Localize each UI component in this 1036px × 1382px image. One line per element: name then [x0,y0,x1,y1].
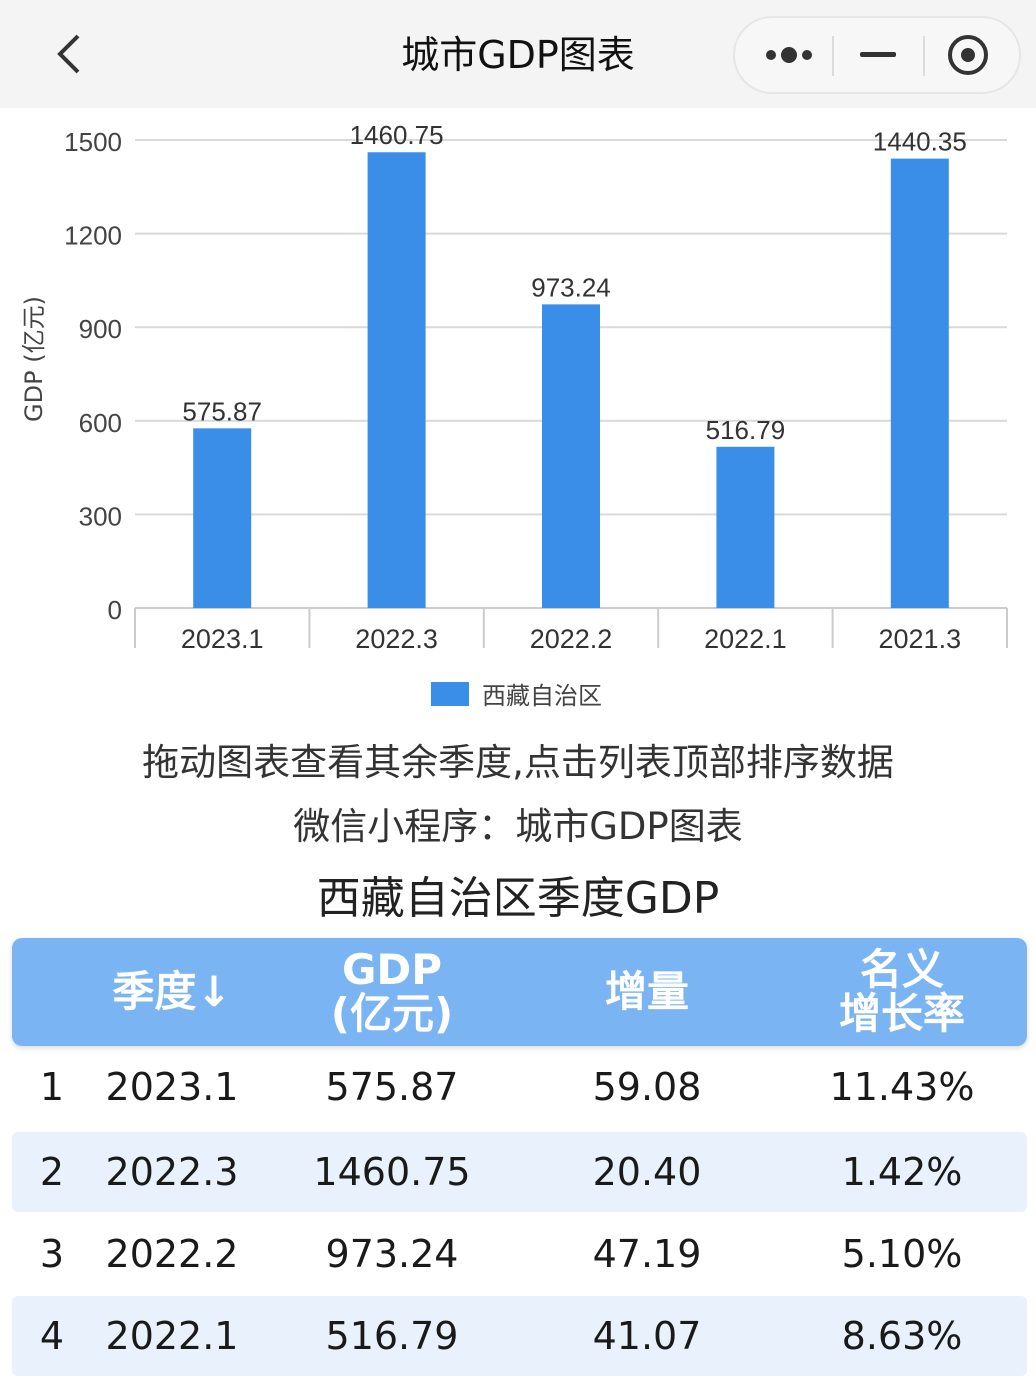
row-increase: 20.40 [592,1150,702,1194]
page-title: 城市GDP图表 [401,33,635,77]
row-growth-rate: 8.63% [841,1314,963,1358]
y-tick-label: 600 [79,408,122,438]
minimize-icon[interactable] [843,18,913,92]
miniprogram-text: 微信小程序：城市GDP图表 [293,805,743,848]
bar [367,152,426,608]
bar-value-label: 1460.75 [350,120,444,150]
header-gdp[interactable]: GDP (亿元) [292,938,492,1046]
header-gdp-line2: (亿元) [330,989,454,1038]
x-tick-label: 2022.2 [530,624,613,654]
table-header: 季度↓ GDP (亿元) 增量 名义 增长率 [12,938,1027,1046]
header-rate-line2: 增长率 [838,989,965,1038]
y-tick-label: 0 [108,595,122,625]
header-increase[interactable]: 增量 [557,938,737,1046]
table-row[interactable]: 4 2022.1 516.79 41.07 8.63% [12,1296,1027,1376]
legend-label: 西藏自治区 [482,682,602,710]
y-tick-label: 900 [79,314,122,344]
row-rank: 1 [39,1065,65,1109]
row-quarter: 2022.2 [105,1232,239,1276]
table-title: 西藏自治区季度GDP [316,873,720,924]
row-increase: 47.19 [592,1232,702,1276]
row-rank: 3 [39,1232,65,1276]
gdp-bar-chart[interactable]: 0 300 600 900 1200 1500 GDP (亿元) 575.87 2023.1 14… [0,108,1036,728]
bar-value-label: 575.87 [182,396,262,426]
row-growth-rate: 1.42% [841,1150,963,1194]
x-tick-label: 2022.1 [704,624,787,654]
y-tick-label: 1200 [64,221,122,251]
back-icon[interactable] [50,28,90,80]
row-growth-rate: 5.10% [841,1232,963,1276]
row-quarter: 2022.3 [105,1150,239,1194]
header-growth-rate[interactable]: 名义 增长率 [802,938,1002,1046]
row-gdp: 575.87 [325,1065,459,1109]
row-gdp: 1460.75 [313,1150,471,1194]
header-gdp-line1: GDP [341,945,443,994]
row-rank: 4 [39,1314,65,1358]
y-tick-label: 1500 [64,127,122,157]
row-gdp: 973.24 [325,1232,459,1276]
more-icon[interactable] [753,18,833,92]
capsule-divider [832,36,834,76]
x-tick-label: 2022.3 [355,624,438,654]
header-quarter[interactable]: 季度↓ [82,938,262,1046]
y-tick-label: 300 [79,501,122,531]
capsule-divider [923,36,925,76]
table-row[interactable]: 3 2022.2 973.24 47.19 5.10% [12,1214,1027,1294]
bar [716,446,775,608]
x-tick-label: 2023.1 [181,624,264,654]
row-rank: 2 [39,1150,65,1194]
close-target-icon[interactable] [935,18,1005,92]
header-quarter-label: 季度↓ [112,967,232,1016]
row-increase: 59.08 [592,1065,702,1109]
bar-value-label: 1440.35 [873,127,967,157]
header-increase-label: 增量 [604,967,689,1016]
drag-hint-text: 拖动图表查看其余季度,点击列表顶部排序数据 [142,741,894,784]
header-rate-line1: 名义 [859,945,944,994]
row-quarter: 2022.1 [105,1314,239,1358]
bar [193,428,252,608]
bar [542,304,600,608]
row-gdp: 516.79 [325,1314,459,1358]
chart-canvas[interactable]: 0 300 600 900 1200 1500 GDP (亿元) 575.87 2023.1 14… [0,108,1036,728]
row-quarter: 2023.1 [105,1065,239,1109]
y-axis-label: GDP (亿元) [20,296,48,422]
table-row[interactable]: 2 2022.3 1460.75 20.40 1.42% [12,1132,1027,1212]
legend-swatch [431,682,469,706]
row-growth-rate: 11.43% [829,1065,975,1109]
x-tick-label: 2021.3 [879,624,962,654]
bar-value-label: 973.24 [531,272,611,302]
bar-value-label: 516.79 [706,415,786,445]
row-increase: 41.07 [592,1314,702,1358]
bar [890,158,949,608]
nav-bar: 城市GDP图表 [0,0,1036,108]
capsule-menu [733,16,1021,94]
table-row[interactable]: 1 2023.1 575.87 59.08 11.43% [12,1047,1027,1127]
